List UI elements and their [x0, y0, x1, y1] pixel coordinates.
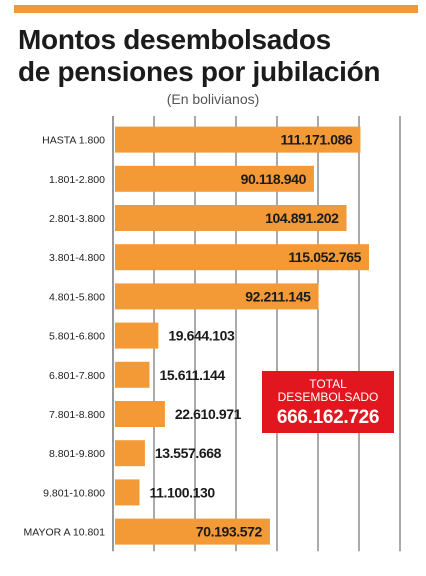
- bar: [115, 479, 140, 506]
- value-label: 13.557.668: [155, 445, 222, 461]
- value-label: 90.118.940: [241, 171, 307, 187]
- category-label: 4.801-5.800: [49, 291, 105, 303]
- category-label: 5.801-6.800: [49, 331, 105, 343]
- chart-subtitle: (En bolivianos): [166, 91, 260, 107]
- value-label: 92.211.145: [245, 288, 311, 304]
- value-label: 11.100.130: [150, 484, 216, 500]
- value-label: 19.644.103: [168, 328, 235, 344]
- chart-title-line2: de pensiones por jubilación: [18, 56, 381, 87]
- category-label: 2.801-3.800: [49, 213, 105, 225]
- category-label: 7.801-8.800: [49, 409, 105, 421]
- category-label: 3.801-4.800: [49, 252, 105, 264]
- total-label-line1: TOTAL: [309, 377, 347, 391]
- bar: [115, 165, 314, 192]
- bar: [115, 322, 159, 349]
- value-label: 15.611.144: [159, 367, 225, 383]
- bars: [115, 126, 370, 545]
- category-label: 8.801-9.800: [49, 448, 105, 460]
- total-disbursed-box: TOTAL DESEMBOLSADO 666.162.726: [262, 371, 394, 433]
- category-label: HASTA 1.800: [42, 135, 105, 147]
- labels: HASTA 1.800 111.171.086 1.801-2.800 90.118.…: [23, 132, 362, 540]
- bar: [115, 244, 370, 271]
- category-label: MAYOR A 10.801: [23, 527, 105, 539]
- chart-title: Montos desembolsados de pensiones por ju…: [18, 24, 380, 88]
- bar: [115, 126, 361, 153]
- chart-title-line1: Montos desembolsados: [18, 24, 331, 55]
- category-label: 1.801-2.800: [49, 174, 105, 186]
- category-label: 9.801-10.800: [43, 487, 105, 499]
- total-label-line2: DESEMBOLSADO: [277, 390, 379, 404]
- total-value: 666.162.726: [276, 407, 380, 428]
- category-label: 6.801-7.800: [49, 370, 105, 382]
- value-label: 111.171.086: [281, 132, 354, 148]
- bar: [115, 401, 165, 427]
- value-label: 115.052.765: [288, 249, 361, 265]
- bar: [115, 205, 347, 231]
- bar: [115, 283, 319, 310]
- value-label: 104.891.202: [265, 210, 339, 226]
- bar: [115, 518, 270, 545]
- top-accent-rule: [14, 5, 418, 13]
- bar: [115, 361, 150, 388]
- bar: [115, 440, 145, 467]
- value-label: 22.610.971: [175, 406, 242, 422]
- value-label: 70.193.572: [196, 524, 263, 540]
